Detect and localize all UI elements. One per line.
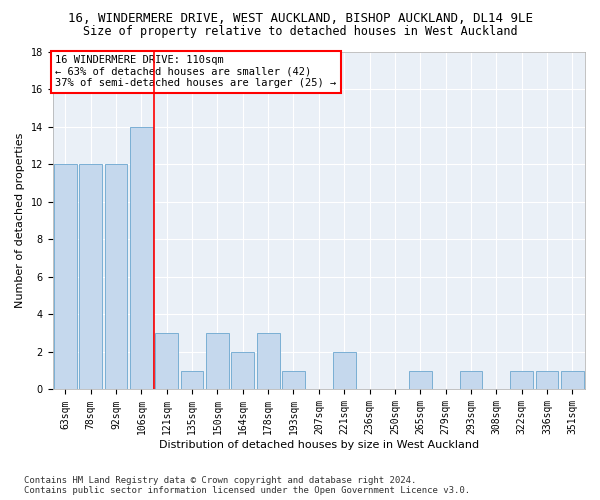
Text: Contains HM Land Registry data © Crown copyright and database right 2024.
Contai: Contains HM Land Registry data © Crown c…	[24, 476, 470, 495]
Bar	[79, 164, 102, 390]
Bar	[206, 333, 229, 390]
Bar	[130, 126, 153, 390]
Bar	[232, 352, 254, 390]
Bar	[54, 164, 77, 390]
Bar	[282, 370, 305, 390]
Text: 16, WINDERMERE DRIVE, WEST AUCKLAND, BISHOP AUCKLAND, DL14 9LE: 16, WINDERMERE DRIVE, WEST AUCKLAND, BIS…	[67, 12, 533, 26]
Bar	[409, 370, 431, 390]
Bar	[536, 370, 559, 390]
Text: 16 WINDERMERE DRIVE: 110sqm
← 63% of detached houses are smaller (42)
37% of sem: 16 WINDERMERE DRIVE: 110sqm ← 63% of det…	[55, 56, 337, 88]
Bar	[460, 370, 482, 390]
Bar	[561, 370, 584, 390]
Bar	[104, 164, 127, 390]
X-axis label: Distribution of detached houses by size in West Auckland: Distribution of detached houses by size …	[159, 440, 479, 450]
Bar	[257, 333, 280, 390]
Bar	[181, 370, 203, 390]
Bar	[155, 333, 178, 390]
Text: Size of property relative to detached houses in West Auckland: Size of property relative to detached ho…	[83, 25, 517, 38]
Bar	[510, 370, 533, 390]
Bar	[333, 352, 356, 390]
Y-axis label: Number of detached properties: Number of detached properties	[15, 133, 25, 308]
